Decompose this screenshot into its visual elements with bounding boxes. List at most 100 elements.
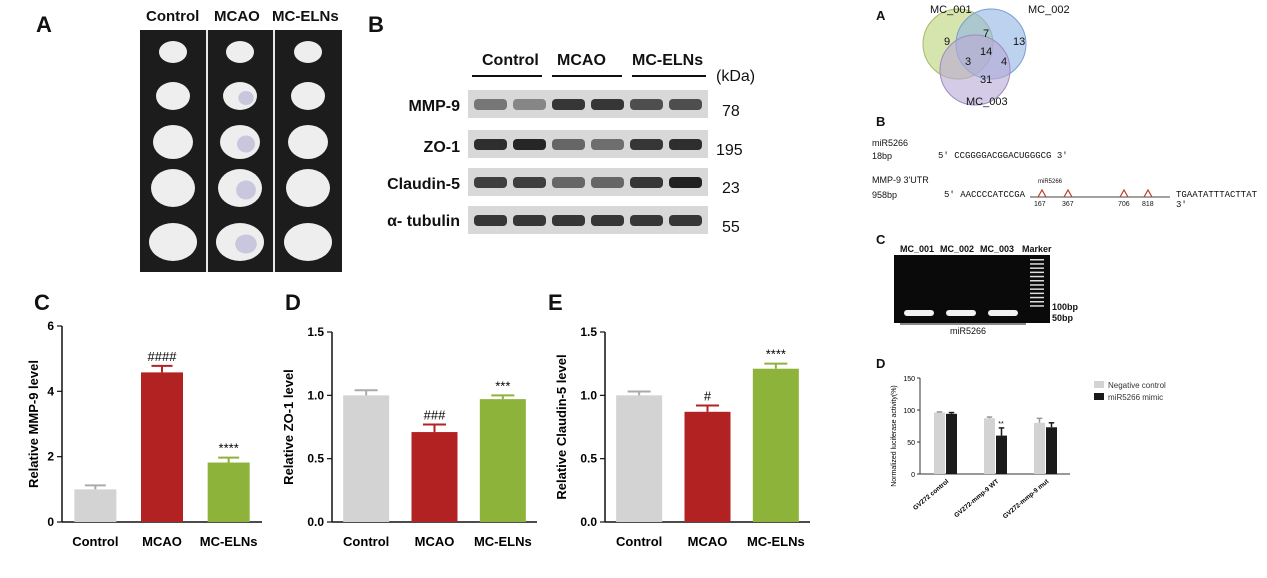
significance-label: # bbox=[704, 388, 712, 403]
legend-swatch-mir5266-mimic bbox=[1094, 393, 1104, 400]
y-tick-label: 1.0 bbox=[580, 388, 597, 402]
significance-label: ### bbox=[424, 407, 446, 422]
blot-band bbox=[552, 177, 585, 188]
bar bbox=[411, 432, 458, 522]
blot-band bbox=[474, 139, 507, 150]
blot-band bbox=[513, 215, 546, 226]
panel-label-c: C bbox=[34, 290, 50, 315]
bar bbox=[616, 395, 663, 522]
category-label: GV272-mmp-9 mut bbox=[1002, 478, 1051, 521]
wb-kda-mmp9: 78 bbox=[722, 103, 740, 120]
seq-utr-right: TGAATATTTACTTAT 3' bbox=[1176, 190, 1258, 210]
blot-band bbox=[513, 177, 546, 188]
seq-utr-name: MMP-9 3'UTR bbox=[872, 175, 929, 185]
ladder-band bbox=[1030, 284, 1044, 286]
bar bbox=[74, 489, 117, 522]
brain-slice bbox=[226, 41, 254, 63]
brain-slice bbox=[159, 41, 187, 63]
y-tick-label: 0.5 bbox=[307, 452, 324, 466]
utr-sites-line bbox=[1030, 188, 1170, 198]
significance-label: **** bbox=[219, 441, 239, 456]
infarct-stain bbox=[238, 91, 254, 105]
blot-band bbox=[591, 215, 624, 226]
wb-header-control: Control bbox=[482, 52, 539, 69]
gel-ladder-100bp: 100bp bbox=[1052, 302, 1079, 312]
panel-label-e: E bbox=[548, 290, 563, 315]
blot-band bbox=[474, 177, 507, 188]
significance-label: **** bbox=[766, 347, 786, 362]
ladder-band bbox=[1030, 301, 1044, 303]
gel-bracket bbox=[900, 323, 1026, 325]
brain-slice bbox=[153, 125, 193, 159]
ladder-band bbox=[1030, 267, 1044, 269]
luc-legend: Negative control miR5266 mimic bbox=[1094, 381, 1166, 402]
y-tick-label: 1.5 bbox=[307, 325, 324, 339]
category-label: GV272-mmp-9 WT bbox=[953, 478, 1000, 519]
blot-band bbox=[591, 139, 624, 150]
brain-slice bbox=[288, 125, 328, 159]
ladder-band bbox=[1030, 263, 1044, 265]
bar bbox=[684, 411, 731, 522]
panel-label-d: D bbox=[285, 290, 301, 315]
y-tick-label: 2 bbox=[47, 450, 54, 464]
venn-count-abc: 14 bbox=[980, 46, 993, 58]
blot-band bbox=[474, 99, 507, 110]
gel-lane-2: MC_002 bbox=[940, 244, 975, 254]
seq-mirna-len: 18bp bbox=[872, 151, 893, 161]
panel-label-right-b: B bbox=[876, 114, 886, 129]
category-label: GV272 control bbox=[912, 478, 950, 512]
bar-chart-claudin5: 0.0 0.5 1.0 1.5 Relative Claudin-5 level Cont… bbox=[554, 325, 810, 549]
legend-mir5266-mimic: miR5266 mimic bbox=[1108, 393, 1163, 402]
seq-mirna-seq: 5' CCGGGGACGGACUGGGCG 3' bbox=[938, 151, 1068, 161]
blot-band bbox=[630, 215, 663, 226]
y-tick-label: 0.0 bbox=[307, 515, 324, 529]
wb-label-claudin5: Claudin-5 bbox=[387, 176, 460, 193]
brain-slice bbox=[151, 169, 195, 207]
venn-count-ab: 7 bbox=[983, 28, 990, 40]
category-label: MCAO bbox=[142, 534, 182, 549]
seq-utr-left: 5' AACCCCATCCGA bbox=[944, 190, 1026, 200]
seq-pos-818: 818 bbox=[1142, 201, 1154, 208]
brain-slice bbox=[149, 223, 197, 261]
brain-slice bbox=[286, 169, 330, 207]
wb-blot-image bbox=[468, 90, 708, 234]
bar bbox=[1046, 427, 1057, 474]
category-label: MCAO bbox=[688, 534, 728, 549]
category-label: Control bbox=[343, 534, 389, 549]
seq-pos-167: 167 bbox=[1034, 201, 1046, 208]
blot-band bbox=[552, 139, 585, 150]
blot-band bbox=[669, 139, 702, 150]
brain-header-mcao: MCAO bbox=[214, 8, 260, 25]
brain-slice bbox=[291, 82, 325, 110]
blot-strip bbox=[468, 90, 708, 118]
significance-label: #### bbox=[148, 349, 178, 364]
gel-lane-marker: Marker bbox=[1022, 244, 1052, 254]
y-tick-label: 6 bbox=[47, 319, 54, 333]
category-label: MC-ELNs bbox=[200, 534, 258, 549]
venn-set-2: MC_002 bbox=[1028, 4, 1070, 16]
y-tick-label: 0.5 bbox=[580, 452, 597, 466]
category-label: MCAO bbox=[415, 534, 455, 549]
blot-band bbox=[513, 139, 546, 150]
y-tick-label: 0 bbox=[47, 515, 54, 529]
y-tick-label: 0.0 bbox=[580, 515, 597, 529]
venn-set-1: MC_001 bbox=[930, 4, 972, 16]
brain-slice bbox=[284, 223, 332, 261]
bar bbox=[207, 462, 250, 522]
seq-utr-len: 958bp bbox=[872, 190, 898, 200]
panel-label-right-d: D bbox=[876, 356, 886, 371]
bar-chart-mmp9: 0 2 4 6 Relative MMP-9 level Control #### MCAO *… bbox=[26, 319, 262, 549]
blot-band bbox=[630, 139, 663, 150]
panel-label-a: A bbox=[36, 12, 52, 37]
wb-kda-zo1: 195 bbox=[716, 142, 743, 159]
blot-band bbox=[591, 177, 624, 188]
brain-slices-photo bbox=[140, 30, 342, 272]
blot-band bbox=[669, 215, 702, 226]
y-axis-label: Relative Claudin-5 level bbox=[554, 354, 569, 499]
y-tick-label: 0 bbox=[911, 472, 915, 479]
wb-kda-tubulin: 55 bbox=[722, 219, 740, 236]
bar-chart-luciferase: 0 50 100 150 Normalized luciferase activity(… bbox=[891, 376, 1070, 521]
bar bbox=[946, 413, 957, 474]
infarct-stain bbox=[235, 234, 257, 254]
y-tick-label: 1.5 bbox=[580, 325, 597, 339]
